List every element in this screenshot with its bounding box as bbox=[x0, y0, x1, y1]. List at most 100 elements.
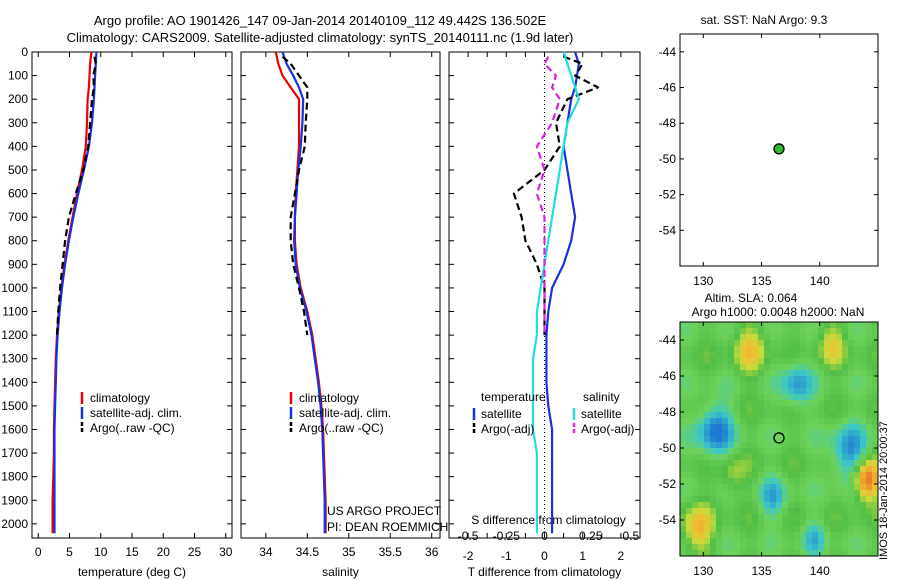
heatmap-cell bbox=[680, 364, 686, 370]
heatmap-cell bbox=[764, 544, 770, 550]
panel-sst_map: 130 135 140 -44 -46 -48 -50 -52 -54 sat. SST: NaN… bbox=[659, 13, 879, 288]
heatmap-cell bbox=[800, 448, 806, 454]
y-tick-label: 1000 bbox=[1, 281, 28, 295]
heatmap-cell bbox=[734, 502, 740, 508]
heatmap-cell bbox=[782, 502, 788, 508]
heatmap-cell bbox=[692, 430, 698, 436]
heatmap-cell bbox=[842, 484, 848, 490]
heatmap-cell bbox=[848, 352, 854, 358]
heatmap-cell bbox=[764, 406, 770, 412]
y-tick-label: 1300 bbox=[1, 352, 28, 366]
heatmap-cell bbox=[758, 544, 764, 550]
heatmap-cell bbox=[764, 526, 770, 532]
heatmap-cell bbox=[866, 478, 872, 484]
heatmap-cell bbox=[698, 370, 704, 376]
heatmap-cell bbox=[776, 436, 782, 442]
x-tick-label: 1 bbox=[579, 549, 586, 563]
heatmap-cell bbox=[824, 508, 830, 514]
heatmap-cell bbox=[770, 340, 776, 346]
heatmap-cell bbox=[854, 544, 860, 550]
heatmap-cell bbox=[746, 400, 752, 406]
heatmap-cell bbox=[782, 484, 788, 490]
heatmap-cell bbox=[866, 448, 872, 454]
heatmap-cell bbox=[740, 466, 746, 472]
heatmap-cell bbox=[728, 472, 734, 478]
heatmap-cell bbox=[830, 418, 836, 424]
heatmap-cell bbox=[836, 430, 842, 436]
heatmap-cell bbox=[698, 484, 704, 490]
heatmap-cell bbox=[848, 532, 854, 538]
heatmap-cell bbox=[812, 484, 818, 490]
heatmap-cell bbox=[782, 352, 788, 358]
heatmap-cell bbox=[842, 550, 848, 556]
heatmap-cell bbox=[842, 358, 848, 364]
heatmap-cell bbox=[818, 442, 824, 448]
heatmap-cell bbox=[872, 478, 878, 484]
heatmap-cell bbox=[698, 394, 704, 400]
heatmap-cell bbox=[848, 478, 854, 484]
heatmap-cell bbox=[836, 340, 842, 346]
heatmap-cell bbox=[842, 454, 848, 460]
heatmap-cell bbox=[818, 436, 824, 442]
heatmap-cell bbox=[782, 520, 788, 526]
heatmap-cell bbox=[860, 400, 866, 406]
heatmap-cell bbox=[806, 394, 812, 400]
heatmap-cell bbox=[824, 322, 830, 328]
heatmap-cell bbox=[746, 526, 752, 532]
heatmap-cell bbox=[872, 454, 878, 460]
heatmap-cell bbox=[794, 382, 800, 388]
heatmap-cell bbox=[734, 328, 740, 334]
heatmap-cell bbox=[728, 478, 734, 484]
heatmap-cell bbox=[782, 322, 788, 328]
heatmap-cell bbox=[782, 442, 788, 448]
y-tick-label: 900 bbox=[8, 257, 28, 271]
heatmap-cell bbox=[698, 376, 704, 382]
heatmap-cell bbox=[734, 484, 740, 490]
heatmap-cell bbox=[722, 526, 728, 532]
heatmap-cell bbox=[752, 382, 758, 388]
heatmap-cell bbox=[836, 406, 842, 412]
heatmap-cell bbox=[848, 424, 854, 430]
heatmap-cell bbox=[854, 430, 860, 436]
heatmap-cell bbox=[794, 352, 800, 358]
heatmap-cell bbox=[830, 472, 836, 478]
heatmap-cell bbox=[782, 454, 788, 460]
heatmap-cell bbox=[812, 382, 818, 388]
x-tick-label: 25 bbox=[188, 545, 202, 559]
heatmap-cell bbox=[710, 418, 716, 424]
heatmap-cell bbox=[704, 394, 710, 400]
heatmap-cell bbox=[818, 460, 824, 466]
heatmap-cell bbox=[818, 502, 824, 508]
heatmap-cell bbox=[854, 382, 860, 388]
heatmap-cell bbox=[680, 346, 686, 352]
heatmap-cell bbox=[710, 484, 716, 490]
y-tick-label: -44 bbox=[659, 45, 677, 59]
heatmap-cell bbox=[806, 490, 812, 496]
heatmap-cell bbox=[842, 370, 848, 376]
heatmap-cell bbox=[746, 460, 752, 466]
heatmap-cell bbox=[866, 388, 872, 394]
heatmap-cell bbox=[872, 466, 878, 472]
heatmap-cell bbox=[692, 382, 698, 388]
argo-location-marker bbox=[773, 432, 785, 444]
heatmap-cell bbox=[872, 496, 878, 502]
heatmap-cell bbox=[806, 334, 812, 340]
heatmap-cell bbox=[824, 484, 830, 490]
heatmap-cell bbox=[842, 364, 848, 370]
heatmap-cell bbox=[692, 442, 698, 448]
heatmap-cell bbox=[746, 388, 752, 394]
heatmap-cell bbox=[758, 514, 764, 520]
y-tick-label: 200 bbox=[8, 92, 28, 106]
heatmap-cell bbox=[860, 544, 866, 550]
heatmap-cell bbox=[866, 346, 872, 352]
legend-label: satellite-adj. clim. bbox=[90, 406, 182, 420]
heatmap-cell bbox=[728, 322, 734, 328]
heatmap-cell bbox=[698, 418, 704, 424]
heatmap-cell bbox=[758, 424, 764, 430]
heatmap-cell bbox=[716, 340, 722, 346]
heatmap-cell bbox=[776, 550, 782, 556]
heatmap-cell bbox=[770, 430, 776, 436]
heatmap-cell bbox=[860, 466, 866, 472]
heatmap-cell bbox=[866, 514, 872, 520]
heatmap-cell bbox=[842, 502, 848, 508]
